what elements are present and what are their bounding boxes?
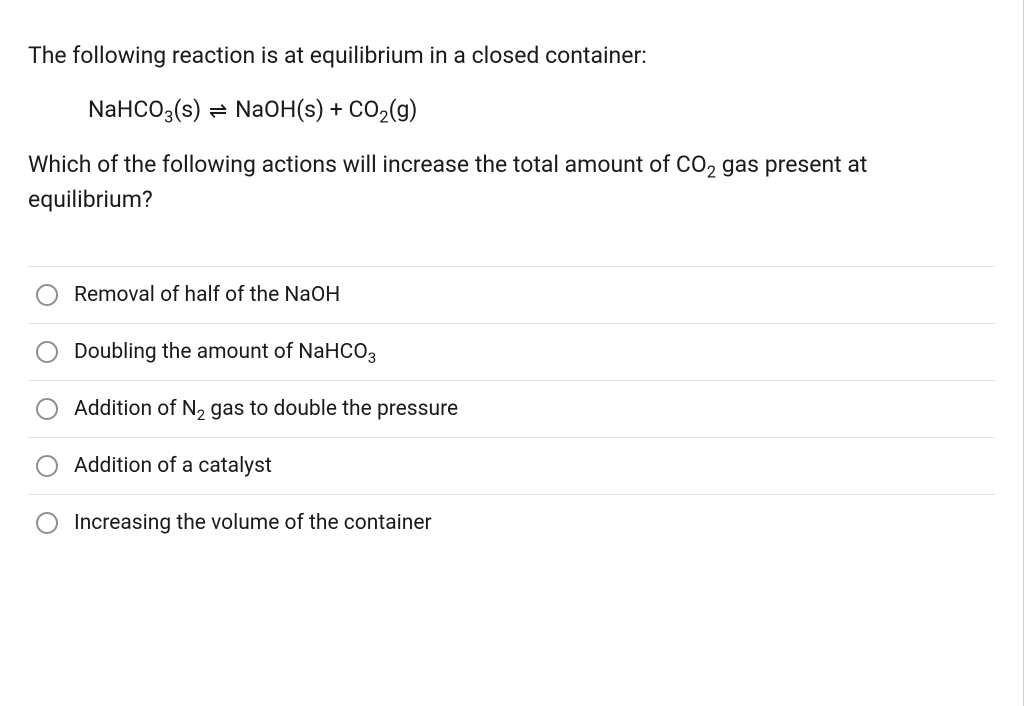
option-text-pre: Increasing the volume of the container (74, 511, 432, 535)
eq-rhs2-compound: CO (348, 96, 379, 123)
radio-icon[interactable] (36, 284, 58, 306)
option-label: Removal of half of the NaOH (74, 283, 340, 307)
equilibrium-arrow-icon: ⇌ (207, 95, 229, 129)
option-text-sub: 3 (368, 349, 377, 367)
eq-rhs2-state: (g) (389, 96, 418, 123)
option-row[interactable]: Removal of half of the NaOH (28, 267, 995, 324)
option-text-pre: Addition of a catalyst (74, 454, 272, 478)
question-prompt: Which of the following actions will incr… (28, 147, 995, 218)
eq-plus: + (324, 96, 348, 123)
option-row[interactable]: Addition of N2 gas to double the pressur… (28, 381, 995, 438)
radio-icon[interactable] (36, 512, 58, 534)
eq-rhs2-sub: 2 (379, 108, 388, 127)
option-text-pre: Removal of half of the NaOH (74, 283, 340, 307)
radio-icon[interactable] (36, 398, 58, 420)
question-stem: The following reaction is at equilibrium… (28, 38, 995, 218)
option-text-pre: Addition of N (74, 397, 197, 421)
prompt-sub: 2 (707, 163, 716, 182)
radio-icon[interactable] (36, 341, 58, 363)
option-text-pre: Doubling the amount of NaHCO (74, 340, 368, 364)
answer-options: Removal of half of the NaOH Doubling the… (28, 266, 995, 551)
option-label: Addition of a catalyst (74, 454, 272, 478)
eq-lhs-compound: NaHCO (88, 96, 164, 123)
option-row[interactable]: Increasing the volume of the container (28, 495, 995, 551)
option-text-sub: 2 (197, 406, 206, 424)
eq-lhs-state: (s) (173, 96, 201, 123)
eq-rhs1-compound: NaOH (235, 96, 296, 123)
option-label: Addition of N2 gas to double the pressur… (74, 397, 458, 421)
option-row[interactable]: Doubling the amount of NaHCO3 (28, 324, 995, 381)
prompt-part1: Which of the following actions will incr… (28, 151, 707, 178)
option-label: Increasing the volume of the container (74, 511, 432, 535)
chemical-equation: NaHCO3(s) ⇌ NaOH(s) + CO2(g) (28, 92, 995, 129)
option-text-post: gas to double the pressure (205, 397, 458, 421)
question-intro: The following reaction is at equilibrium… (28, 38, 995, 74)
question-page: The following reaction is at equilibrium… (0, 0, 1024, 706)
option-label: Doubling the amount of NaHCO3 (74, 340, 376, 364)
eq-rhs1-state: (s) (296, 96, 324, 123)
option-row[interactable]: Addition of a catalyst (28, 438, 995, 495)
radio-icon[interactable] (36, 455, 58, 477)
